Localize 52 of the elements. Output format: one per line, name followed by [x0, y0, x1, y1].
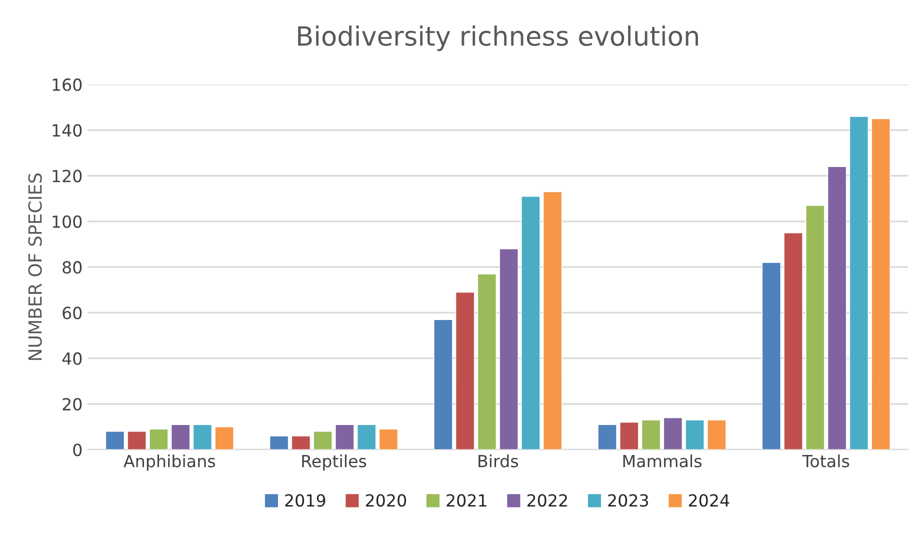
bar — [477, 273, 497, 450]
bar — [641, 420, 661, 450]
y-tick-label: 20 — [62, 398, 82, 411]
x-tick-label: Totals — [802, 454, 850, 468]
x-tick-label: Mammals — [623, 454, 702, 468]
bar — [269, 436, 289, 450]
bar — [378, 428, 398, 450]
bar — [542, 191, 562, 450]
y-axis-title: NUMBER OF SPECIES — [28, 173, 42, 360]
bar — [313, 430, 333, 450]
x-tick-label: Reptiles — [302, 454, 366, 471]
y-tick-label: 40 — [62, 352, 82, 365]
chart-title: Biodiversity richness evolution — [298, 26, 698, 52]
legend-label: 2019 — [285, 494, 326, 507]
bar — [827, 166, 847, 450]
bar — [433, 319, 453, 450]
bar — [520, 196, 540, 450]
bar — [356, 424, 376, 450]
bar — [706, 420, 726, 450]
bar — [334, 424, 354, 450]
bar — [105, 430, 125, 450]
bar — [663, 417, 683, 450]
bar — [598, 424, 618, 450]
bar — [170, 424, 190, 450]
legend-label: 2023 — [608, 494, 648, 507]
y-tick-label: 140 — [52, 124, 82, 137]
bar — [762, 262, 782, 450]
legend-label: 2021 — [446, 494, 486, 507]
bar — [499, 248, 519, 450]
bar — [192, 424, 212, 450]
x-tick-label: Anphibians — [124, 454, 216, 471]
bar — [127, 430, 147, 450]
bar — [871, 118, 891, 450]
bar — [619, 422, 639, 450]
y-tick-label: 100 — [52, 215, 82, 228]
y-tick-label: 160 — [52, 78, 82, 92]
bar — [849, 116, 869, 450]
bar — [455, 292, 475, 450]
x-tick-label: Birds — [478, 454, 518, 468]
legend-label: 2022 — [527, 494, 567, 507]
y-tick-label: 120 — [52, 170, 82, 182]
y-tick-label: 80 — [62, 261, 82, 274]
bar — [148, 428, 168, 450]
y-tick-label: 60 — [62, 306, 82, 320]
legend-label: 2020 — [366, 494, 406, 507]
bar — [685, 420, 705, 450]
legend-label: 2024 — [688, 494, 730, 507]
bar — [214, 426, 234, 450]
bar — [784, 232, 804, 450]
bar — [805, 205, 825, 450]
bar — [291, 436, 311, 450]
y-tick-label: 0 — [73, 444, 82, 456]
